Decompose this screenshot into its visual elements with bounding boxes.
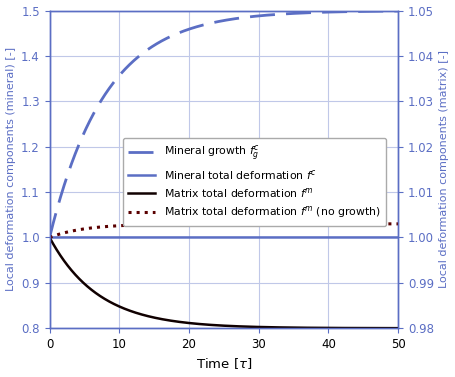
Line: Matrix total deformation $f^m$ (no growth): Matrix total deformation $f^m$ (no growt… bbox=[50, 224, 398, 238]
Matrix total deformation $f^m$ bbox=[395, 326, 401, 330]
Matrix total deformation $f^m$ bbox=[321, 326, 327, 330]
Line: Matrix total deformation $f^m$: Matrix total deformation $f^m$ bbox=[50, 238, 398, 328]
Mineral total deformation $f^c$ bbox=[385, 235, 391, 240]
Matrix total deformation $f^m$ bbox=[216, 323, 222, 328]
Matrix total deformation $f^m$ (no growth) bbox=[385, 222, 390, 226]
Mineral total deformation $f^c$ bbox=[47, 235, 52, 240]
Legend: Mineral growth $f_g^c$, Mineral total deformation $f^c$, Matrix total deformatio: Mineral growth $f_g^c$, Mineral total de… bbox=[123, 138, 386, 226]
Y-axis label: Local deformation components (matrix) [-]: Local deformation components (matrix) [-… bbox=[440, 51, 450, 288]
Matrix total deformation $f^m$ bbox=[207, 323, 212, 327]
Mineral growth $f_g^c$ bbox=[216, 19, 222, 24]
Mineral total deformation $f^c$ bbox=[65, 235, 70, 240]
Mineral growth $f_g^c$ bbox=[207, 21, 212, 26]
Matrix total deformation $f^m$ (no growth) bbox=[321, 222, 327, 226]
Line: Mineral growth $f_g^c$: Mineral growth $f_g^c$ bbox=[50, 11, 398, 238]
X-axis label: Time [$\tau$]: Time [$\tau$] bbox=[196, 357, 252, 371]
Matrix total deformation $f^m$ bbox=[47, 235, 52, 240]
Matrix total deformation $f^m$ bbox=[65, 263, 70, 267]
Mineral total deformation $f^c$ bbox=[321, 235, 327, 240]
Matrix total deformation $f^m$ bbox=[385, 326, 390, 330]
Matrix total deformation $f^m$ (no growth) bbox=[385, 222, 391, 226]
Mineral total deformation $f^c$ bbox=[395, 235, 401, 240]
Mineral growth $f_g^c$ bbox=[47, 235, 52, 240]
Mineral total deformation $f^c$ bbox=[207, 235, 212, 240]
Mineral total deformation $f^c$ bbox=[385, 235, 390, 240]
Matrix total deformation $f^m$ (no growth) bbox=[216, 222, 222, 226]
Mineral growth $f_g^c$ bbox=[65, 173, 70, 178]
Matrix total deformation $f^m$ (no growth) bbox=[207, 222, 212, 226]
Mineral growth $f_g^c$ bbox=[321, 10, 327, 14]
Matrix total deformation $f^m$ (no growth) bbox=[65, 230, 70, 234]
Matrix total deformation $f^m$ (no growth) bbox=[395, 222, 401, 226]
Mineral growth $f_g^c$ bbox=[385, 9, 390, 13]
Matrix total deformation $f^m$ (no growth) bbox=[47, 235, 52, 240]
Mineral total deformation $f^c$ bbox=[216, 235, 222, 240]
Y-axis label: Local deformation components (mineral) [-]: Local deformation components (mineral) [… bbox=[5, 48, 15, 291]
Matrix total deformation $f^m$ bbox=[385, 326, 391, 330]
Mineral growth $f_g^c$ bbox=[395, 9, 401, 13]
Mineral growth $f_g^c$ bbox=[385, 9, 391, 13]
